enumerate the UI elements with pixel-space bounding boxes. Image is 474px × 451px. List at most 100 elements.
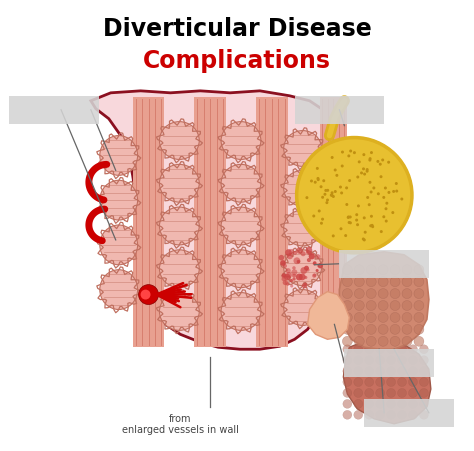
Circle shape xyxy=(363,216,366,219)
Circle shape xyxy=(398,356,407,365)
Circle shape xyxy=(398,388,407,397)
Circle shape xyxy=(313,261,317,265)
Ellipse shape xyxy=(221,293,261,330)
Circle shape xyxy=(342,324,352,334)
Circle shape xyxy=(366,196,369,199)
Circle shape xyxy=(414,300,424,310)
Circle shape xyxy=(317,178,319,181)
Circle shape xyxy=(409,345,418,354)
Circle shape xyxy=(390,313,400,322)
Circle shape xyxy=(402,324,412,334)
Bar xyxy=(345,349,434,377)
Circle shape xyxy=(292,274,296,278)
Circle shape xyxy=(366,276,376,287)
Circle shape xyxy=(369,157,372,160)
Circle shape xyxy=(316,269,319,272)
Circle shape xyxy=(326,198,329,202)
Circle shape xyxy=(354,265,364,275)
Circle shape xyxy=(378,313,388,322)
Circle shape xyxy=(341,165,344,167)
Circle shape xyxy=(398,400,407,408)
Circle shape xyxy=(378,289,388,299)
Circle shape xyxy=(354,367,363,376)
Circle shape xyxy=(347,216,350,218)
Circle shape xyxy=(409,356,418,365)
Circle shape xyxy=(402,300,412,310)
Polygon shape xyxy=(339,252,429,349)
Circle shape xyxy=(287,253,293,259)
Circle shape xyxy=(293,251,297,255)
Circle shape xyxy=(384,207,387,210)
Circle shape xyxy=(366,265,376,275)
Circle shape xyxy=(297,260,301,263)
Circle shape xyxy=(342,265,352,275)
Circle shape xyxy=(398,367,407,376)
Circle shape xyxy=(301,267,307,274)
Circle shape xyxy=(334,169,337,171)
Circle shape xyxy=(376,400,384,408)
Circle shape xyxy=(342,289,352,299)
Circle shape xyxy=(292,269,297,276)
Circle shape xyxy=(355,219,358,221)
Text: Complications: Complications xyxy=(143,49,331,73)
Circle shape xyxy=(354,410,363,419)
Circle shape xyxy=(366,168,369,171)
Circle shape xyxy=(141,290,151,299)
Circle shape xyxy=(304,276,307,279)
Circle shape xyxy=(390,300,400,310)
Circle shape xyxy=(362,153,365,156)
Circle shape xyxy=(330,193,333,197)
Circle shape xyxy=(343,345,352,354)
Circle shape xyxy=(409,377,418,387)
Circle shape xyxy=(376,160,379,163)
Circle shape xyxy=(138,285,158,304)
Circle shape xyxy=(340,192,343,194)
Circle shape xyxy=(369,224,372,227)
Circle shape xyxy=(316,254,320,259)
Circle shape xyxy=(292,266,296,270)
Circle shape xyxy=(376,377,384,387)
Circle shape xyxy=(342,276,352,287)
Circle shape xyxy=(285,249,292,256)
Circle shape xyxy=(378,300,388,310)
Circle shape xyxy=(288,249,294,255)
Circle shape xyxy=(387,191,391,194)
Circle shape xyxy=(313,273,317,277)
Ellipse shape xyxy=(100,136,137,175)
Ellipse shape xyxy=(159,250,199,288)
Ellipse shape xyxy=(221,250,261,288)
Circle shape xyxy=(286,282,290,286)
Ellipse shape xyxy=(159,164,199,202)
Ellipse shape xyxy=(100,225,137,265)
Circle shape xyxy=(283,264,287,268)
Circle shape xyxy=(347,221,351,224)
Circle shape xyxy=(378,336,388,346)
Circle shape xyxy=(387,410,396,419)
Circle shape xyxy=(398,377,407,387)
Circle shape xyxy=(279,255,284,260)
Bar xyxy=(256,97,288,347)
Circle shape xyxy=(304,283,307,285)
Circle shape xyxy=(344,234,347,237)
Ellipse shape xyxy=(284,210,321,246)
Circle shape xyxy=(290,279,293,282)
Circle shape xyxy=(368,181,372,184)
Ellipse shape xyxy=(159,207,199,245)
Circle shape xyxy=(368,159,371,161)
Circle shape xyxy=(366,313,376,322)
Circle shape xyxy=(326,189,329,192)
Circle shape xyxy=(347,154,350,157)
Circle shape xyxy=(414,265,424,275)
Circle shape xyxy=(312,274,316,278)
Circle shape xyxy=(380,175,383,178)
Circle shape xyxy=(414,313,424,322)
Circle shape xyxy=(377,192,380,195)
Polygon shape xyxy=(91,91,339,349)
Circle shape xyxy=(356,223,359,226)
Circle shape xyxy=(313,262,316,265)
Circle shape xyxy=(387,356,396,365)
Circle shape xyxy=(376,388,384,397)
Circle shape xyxy=(376,367,384,376)
Circle shape xyxy=(354,356,363,365)
Circle shape xyxy=(346,203,348,206)
